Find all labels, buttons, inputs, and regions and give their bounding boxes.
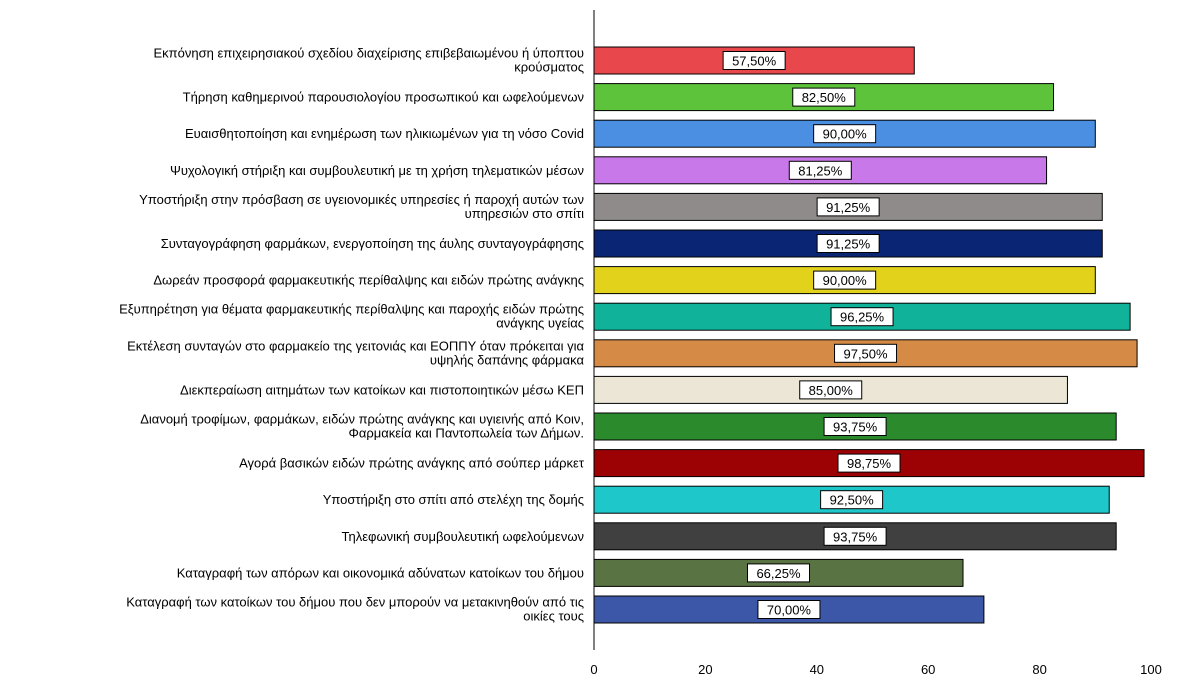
category-label-line: Ψυχολογική στήριξη και συμβουλευτική με …	[170, 163, 584, 178]
data-label-box	[834, 343, 898, 363]
x-tick-label: 0	[590, 662, 597, 677]
category-labels: Εκπόνηση επιχειρησιακού σχεδίου διαχείρι…	[119, 46, 585, 624]
category-label: Εξυπηρέτηση για θέματα φαρμακευτικής περ…	[119, 302, 584, 331]
data-label-box	[813, 124, 877, 144]
category-label-line: Συνταγογράφηση φαρμάκων, ενεργοποίηση τη…	[161, 236, 584, 251]
category-label: Καταγραφή των κατοίκων του δήμου που δεν…	[126, 595, 584, 624]
category-label-line: υπηρεσιών στο σπίτι	[465, 206, 585, 221]
data-label-text: 92,50%	[830, 493, 875, 508]
data-label-box	[837, 453, 901, 473]
category-label-line: Καταγραφή των απόρων και οικονομικά αδύν…	[177, 565, 584, 580]
data-label: 57,50%	[722, 51, 786, 70]
category-label: Ευαισθητοποίηση και ενημέρωση των ηλικιω…	[185, 126, 584, 141]
category-label: Ψυχολογική στήριξη και συμβουλευτική με …	[170, 163, 584, 178]
data-label: 93,75%	[823, 526, 887, 546]
category-label-line: Εξυπηρέτηση για θέματα φαρμακευτικής περ…	[119, 302, 584, 317]
data-label-text: 96,25%	[840, 310, 885, 325]
data-label: 90,00%	[813, 270, 877, 290]
category-label-line: Τήρηση καθημερινού παρουσιολογίου προσωπ…	[183, 90, 584, 105]
x-tick-labels: 0 20 40 60 80 100	[590, 662, 1161, 677]
category-label: Αγορά βασικών ειδών πρώτης ανάγκης από σ…	[239, 456, 585, 471]
data-label-box	[820, 490, 884, 510]
category-label: Τήρηση καθημερινού παρουσιολογίου προσωπ…	[183, 90, 584, 105]
category-label: Τηλεφωνική συμβουλευτική ωφελούμενων	[342, 529, 585, 544]
data-label-text: 91,25%	[826, 237, 871, 252]
category-label-line: Αγορά βασικών ειδών πρώτης ανάγκης από σ…	[239, 456, 585, 471]
category-label-line: Εκπόνηση επιχειρησιακού σχεδίου διαχείρι…	[154, 46, 585, 61]
data-label: 82,50%	[792, 87, 856, 107]
data-label-text: 82,50%	[802, 90, 847, 105]
category-label-line: οικίες τους	[523, 609, 584, 624]
x-tick-label: 100	[1140, 662, 1162, 677]
category-label-line: Φαρμακεία και Παντοπωλεία των Δήμων.	[348, 426, 584, 441]
category-label-line: κρούσματος	[514, 60, 584, 75]
data-label: 90,00%	[813, 124, 877, 144]
data-label-text: 66,25%	[756, 566, 801, 581]
category-label-line: υψηλής δαπάνης φάρμακα	[430, 352, 585, 367]
data-label-box	[816, 234, 880, 253]
data-label-text: 57,50%	[732, 54, 777, 69]
data-label: 85,00%	[799, 380, 863, 400]
category-label: Συνταγογράφηση φαρμάκων, ενεργοποίηση τη…	[161, 236, 584, 251]
category-label-line: Διανομή τροφίμων, φαρμάκων, ειδών πρώτης…	[140, 412, 584, 427]
category-label: Διεκπεραίωση αιτημάτων των κατοίκων και …	[180, 382, 584, 397]
data-label-text: 93,75%	[833, 529, 878, 544]
data-label-box	[747, 563, 811, 583]
category-label-line: Ευαισθητοποίηση και ενημέρωση των ηλικιω…	[185, 126, 584, 141]
data-label-text: 70,00%	[767, 603, 812, 618]
data-label-box	[722, 51, 786, 70]
data-label-text: 81,25%	[798, 163, 843, 178]
data-label-text: 91,25%	[826, 200, 871, 215]
category-label: Εκπόνηση επιχειρησιακού σχεδίου διαχείρι…	[154, 46, 585, 75]
category-label: Υποστήριξη στο σπίτι από στελέχη της δομ…	[323, 492, 584, 507]
category-label-line: Δωρεάν προσφορά φαρμακευτικής περίθαλψης…	[153, 273, 584, 288]
x-tick-label: 20	[698, 662, 712, 677]
data-label: 97,50%	[834, 343, 898, 363]
data-label-text: 90,00%	[823, 127, 868, 142]
data-label: 93,75%	[823, 417, 887, 436]
data-label-text: 90,00%	[823, 273, 868, 288]
data-label-box	[823, 417, 887, 436]
category-label-line: Τηλεφωνική συμβουλευτική ωφελούμενων	[342, 529, 585, 544]
data-label-box	[823, 526, 887, 546]
data-label: 92,50%	[820, 490, 884, 510]
x-tick-label: 40	[810, 662, 824, 677]
data-label: 81,25%	[788, 160, 852, 180]
x-tick-label: 60	[921, 662, 935, 677]
category-label-line: Υποστήριξη στην πρόσβαση σε υγειονομικές…	[139, 192, 584, 207]
data-label-box	[788, 160, 852, 180]
category-label: Υποστήριξη στην πρόσβαση σε υγειονομικές…	[139, 192, 584, 221]
data-label: 91,25%	[816, 234, 880, 253]
x-tick-label: 80	[1032, 662, 1046, 677]
data-label: 70,00%	[757, 600, 821, 619]
data-label-box	[813, 270, 877, 290]
category-label-line: Εκτέλεση συνταγών στο φαρμακείο της γειτ…	[127, 338, 584, 353]
data-label: 66,25%	[747, 563, 811, 583]
data-label-box	[757, 600, 821, 619]
data-label-box	[816, 197, 880, 217]
data-label-text: 98,75%	[847, 456, 892, 471]
data-label: 96,25%	[830, 307, 894, 327]
category-label: Διανομή τροφίμων, φαρμάκων, ειδών πρώτης…	[140, 412, 584, 441]
data-label-box	[830, 307, 894, 327]
data-label-box	[792, 87, 856, 107]
category-label-line: Καταγραφή των κατοίκων του δήμου που δεν…	[126, 595, 584, 610]
data-label: 98,75%	[837, 453, 901, 473]
category-label: Δωρεάν προσφορά φαρμακευτικής περίθαλψης…	[153, 273, 584, 288]
category-label-line: Υποστήριξη στο σπίτι από στελέχη της δομ…	[323, 492, 584, 507]
data-label-text: 97,50%	[843, 346, 888, 361]
category-label: Εκτέλεση συνταγών στο φαρμακείο της γειτ…	[127, 338, 584, 367]
category-label-line: ανάγκης υγείας	[496, 316, 584, 331]
data-label-text: 85,00%	[809, 383, 854, 398]
data-label-text: 93,75%	[833, 420, 878, 435]
data-label-box	[799, 380, 863, 400]
category-label-line: Διεκπεραίωση αιτημάτων των κατοίκων και …	[180, 382, 584, 397]
data-label: 91,25%	[816, 197, 880, 217]
category-label: Καταγραφή των απόρων και οικονομικά αδύν…	[177, 565, 584, 580]
data-labels: 57,50% 82,50% 90,00% 81,25% 91,25% 91,25% 90,0…	[722, 51, 901, 619]
